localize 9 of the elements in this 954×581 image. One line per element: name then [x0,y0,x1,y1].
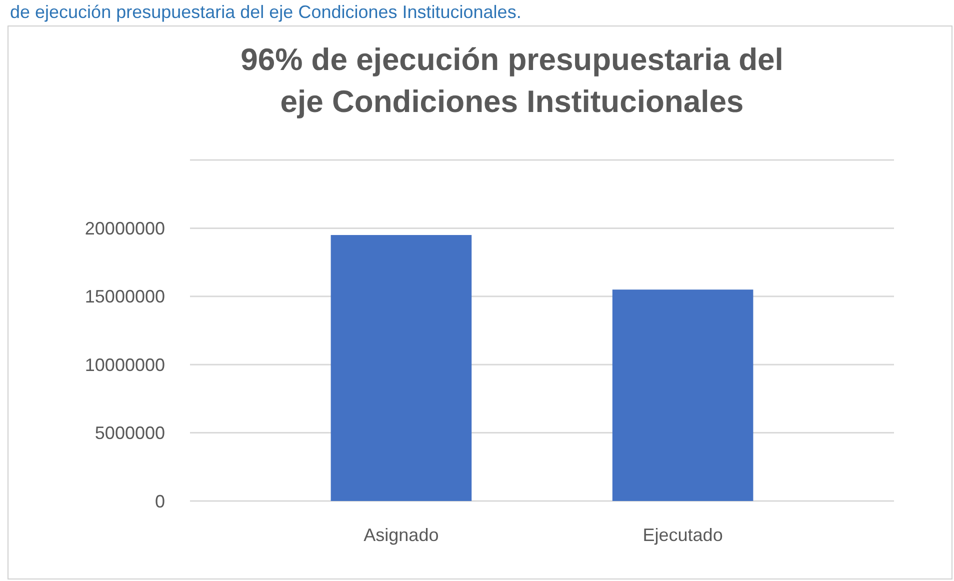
y-tick-label: 15000000 [84,286,165,307]
y-tick-label: 5000000 [94,423,165,444]
y-tick-label: 20000000 [84,218,165,238]
text: de ejecución presupuestaria del eje Condiciones Institucionales. [10,2,522,22]
x-tick-label: Asignado [364,525,439,545]
x-tick-label: Ejecutado [642,525,723,545]
chart-title: 96% de ejecución presupuestaria del eje Condiciones Institucionales [240,42,784,119]
y-tick-label: 0 [154,491,165,512]
y-tick-label: 10000000 [84,354,165,375]
